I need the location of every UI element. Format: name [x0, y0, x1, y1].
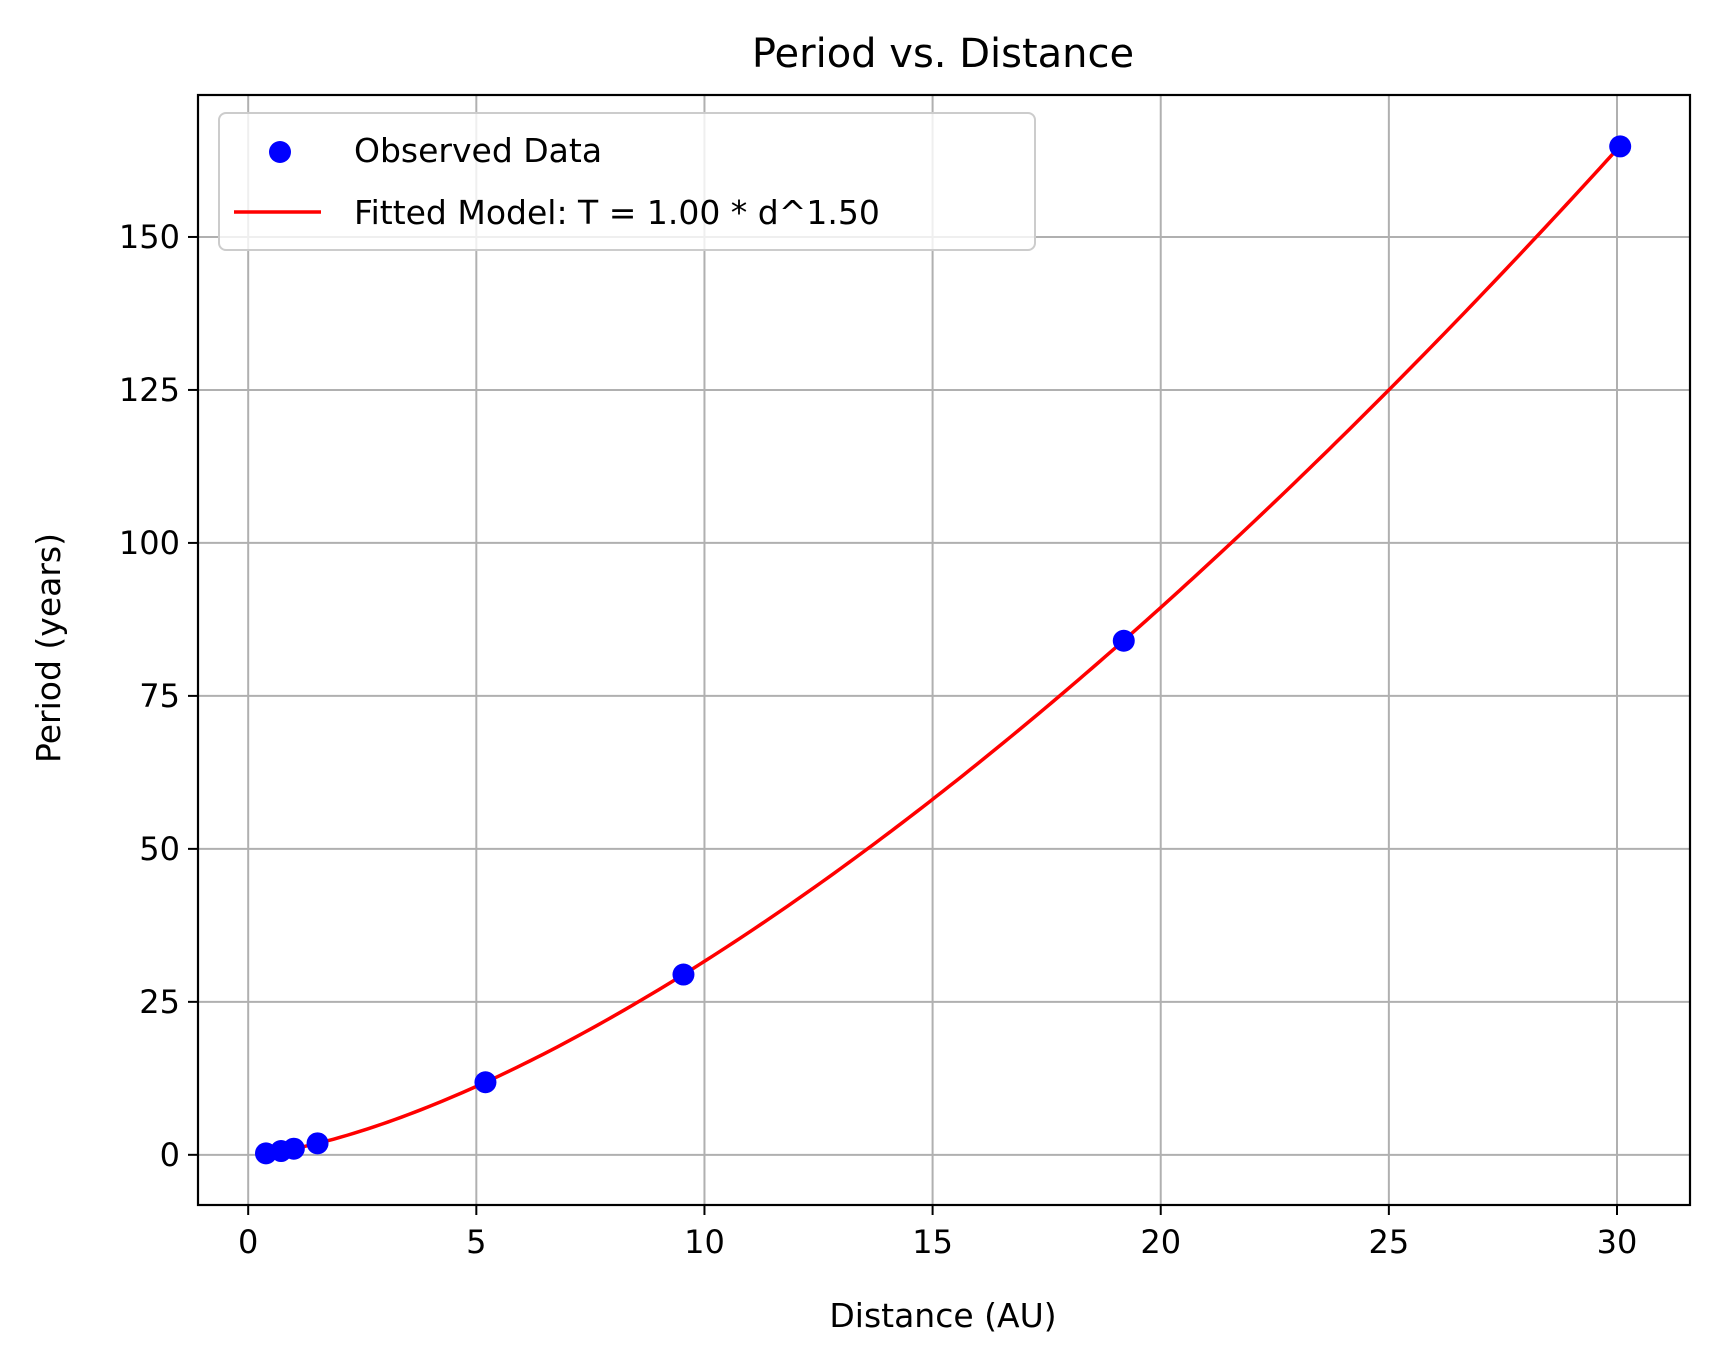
legend: Observed Data Fitted Model: T = 1.00 * d… — [218, 112, 1036, 251]
legend-label-fitted: Fitted Model: T = 1.00 * d^1.50 — [354, 193, 880, 232]
y-tick-label: 125 — [119, 371, 180, 409]
x-tick-label: 10 — [684, 1223, 725, 1261]
y-tick-label: 50 — [139, 830, 180, 868]
observed-data-point — [672, 963, 695, 986]
x-tick-label: 5 — [466, 1223, 486, 1261]
y-axis-label: Period (years) — [29, 533, 68, 763]
x-tick-label: 20 — [1140, 1223, 1181, 1261]
y-tick-label: 150 — [119, 218, 180, 256]
x-tick-label: 30 — [1597, 1223, 1638, 1261]
plot-frame — [196, 93, 1692, 1207]
y-tick-label: 25 — [139, 983, 180, 1021]
x-tick-label: 25 — [1369, 1223, 1410, 1261]
observed-data-point — [474, 1071, 497, 1094]
y-tick-label: 75 — [139, 677, 180, 715]
observed-data-point — [306, 1132, 329, 1155]
y-tick-label: 100 — [119, 524, 180, 562]
x-tick-label: 15 — [912, 1223, 953, 1261]
x-axis-label: Distance (AU) — [829, 1296, 1056, 1335]
chart-title: Period vs. Distance — [752, 31, 1134, 77]
x-tick-label: 0 — [238, 1223, 258, 1261]
legend-box — [218, 112, 1036, 251]
y-tick-label: 0 — [160, 1136, 180, 1174]
scatter-points-layer — [254, 135, 1632, 1165]
observed-data-point — [1609, 135, 1632, 158]
axis-ticks: 0 5 10 15 20 25 30 0 25 50 75 100 125 150 — [119, 218, 1637, 1261]
legend-scatter-marker — [269, 141, 291, 163]
legend-label-observed: Observed Data — [354, 131, 602, 170]
observed-data-point — [282, 1137, 305, 1160]
observed-data-point — [1112, 629, 1135, 652]
